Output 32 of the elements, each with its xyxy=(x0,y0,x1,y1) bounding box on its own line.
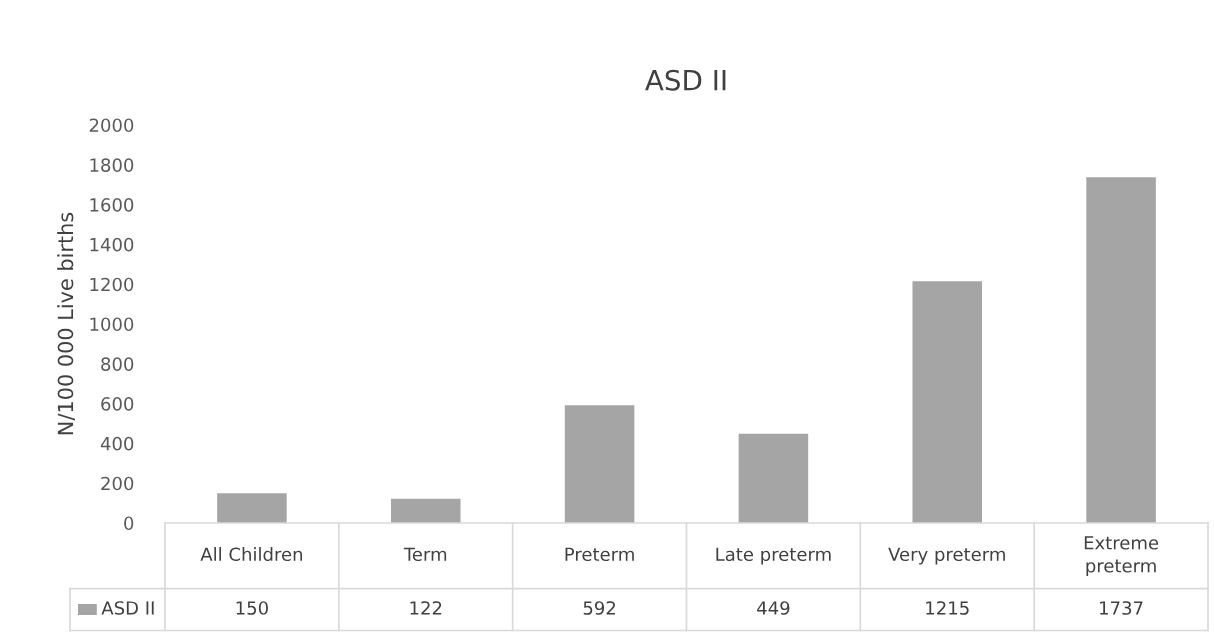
y-tick-label: 0 xyxy=(124,516,134,531)
bar xyxy=(564,405,635,523)
y-tick-label: 1200 xyxy=(90,277,134,292)
data-label: 122 xyxy=(410,601,442,615)
bar xyxy=(217,493,287,523)
x-tick-label: Term xyxy=(403,547,447,562)
y-tick-label: 1800 xyxy=(90,158,134,172)
y-axis-title: N/100 000 Live births xyxy=(57,212,75,435)
x-tick-label: Preterm xyxy=(565,547,634,562)
y-tick-label: 2000 xyxy=(89,118,134,133)
legend-label: ASD II xyxy=(101,601,154,615)
data-label: 592 xyxy=(583,601,616,615)
y-tick-label: 1000 xyxy=(90,317,134,332)
x-tick-label: All Children xyxy=(200,547,302,562)
x-tick-label: Extreme preterm xyxy=(1084,536,1159,577)
data-label: 1215 xyxy=(926,601,969,615)
x-tick-label: Late preterm xyxy=(716,547,831,565)
y-tick-label: 200 xyxy=(101,476,134,491)
y-tick-label: 600 xyxy=(101,397,134,411)
data-label: 449 xyxy=(757,601,790,615)
y-tick-label: 1600 xyxy=(90,198,134,212)
bar xyxy=(738,433,809,523)
y-tick-label: 1400 xyxy=(90,237,134,252)
y-tick-label: 800 xyxy=(101,357,134,371)
y-tick-label: 400 xyxy=(100,436,134,451)
data-label: 1737 xyxy=(1100,601,1143,615)
bar xyxy=(390,498,461,523)
bar xyxy=(912,281,983,523)
chart-title: ASD II xyxy=(645,69,726,91)
bar xyxy=(1086,177,1156,523)
data-label: 150 xyxy=(236,601,268,615)
x-tick-label: Very preterm xyxy=(888,547,1005,565)
